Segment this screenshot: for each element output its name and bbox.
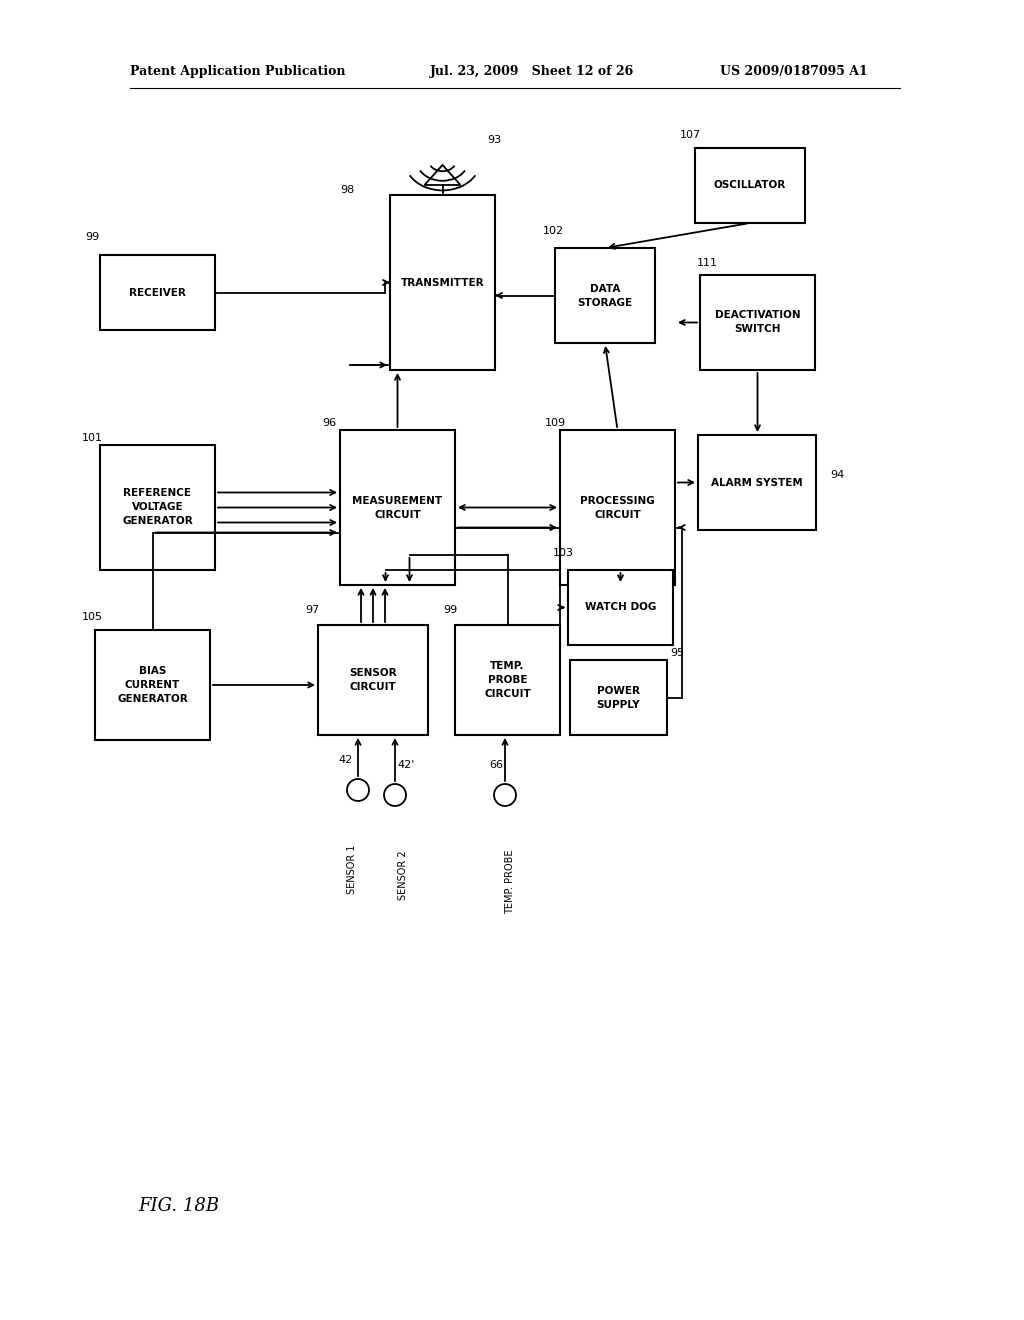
Bar bbox=[555, 248, 655, 343]
Text: 97: 97 bbox=[305, 605, 319, 615]
Text: CURRENT: CURRENT bbox=[125, 680, 180, 690]
Text: TEMP. PROBE: TEMP. PROBE bbox=[505, 850, 515, 915]
Text: 101: 101 bbox=[82, 433, 103, 444]
Text: 42': 42' bbox=[397, 760, 415, 770]
Text: REFERENCE: REFERENCE bbox=[124, 488, 191, 499]
Text: MEASUREMENT: MEASUREMENT bbox=[352, 495, 442, 506]
Text: 99: 99 bbox=[443, 605, 458, 615]
Text: VOLTAGE: VOLTAGE bbox=[132, 503, 183, 512]
Text: ALARM SYSTEM: ALARM SYSTEM bbox=[711, 478, 803, 487]
Text: POWER: POWER bbox=[597, 685, 640, 696]
Bar bbox=[700, 275, 815, 370]
Bar bbox=[695, 148, 805, 223]
Text: RECEIVER: RECEIVER bbox=[129, 288, 186, 297]
Text: 111: 111 bbox=[697, 257, 718, 268]
Text: DATA: DATA bbox=[590, 284, 621, 293]
Text: SUPPLY: SUPPLY bbox=[597, 700, 640, 710]
Text: DEACTIVATION: DEACTIVATION bbox=[715, 310, 801, 321]
Bar bbox=[95, 630, 210, 741]
Text: TRANSMITTER: TRANSMITTER bbox=[400, 277, 484, 288]
Text: 102: 102 bbox=[543, 226, 564, 236]
Text: TEMP.: TEMP. bbox=[490, 661, 524, 671]
Bar bbox=[318, 624, 428, 735]
Text: STORAGE: STORAGE bbox=[578, 297, 633, 308]
Bar bbox=[100, 445, 215, 570]
Text: 99: 99 bbox=[85, 232, 99, 242]
Text: 95: 95 bbox=[670, 648, 684, 657]
Text: 94: 94 bbox=[830, 470, 844, 480]
Text: 93: 93 bbox=[487, 135, 502, 145]
Text: 105: 105 bbox=[82, 612, 103, 622]
Text: CIRCUIT: CIRCUIT bbox=[594, 510, 641, 520]
Text: 66: 66 bbox=[489, 760, 503, 770]
Text: 109: 109 bbox=[545, 418, 566, 428]
Bar bbox=[560, 430, 675, 585]
Text: SWITCH: SWITCH bbox=[734, 325, 780, 334]
Bar bbox=[390, 195, 495, 370]
Text: WATCH DOG: WATCH DOG bbox=[585, 602, 656, 612]
Text: Patent Application Publication: Patent Application Publication bbox=[130, 66, 345, 78]
Text: 107: 107 bbox=[680, 129, 701, 140]
Text: Jul. 23, 2009   Sheet 12 of 26: Jul. 23, 2009 Sheet 12 of 26 bbox=[430, 66, 634, 78]
Bar bbox=[455, 624, 560, 735]
Text: CIRCUIT: CIRCUIT bbox=[484, 689, 530, 700]
Text: PROBE: PROBE bbox=[487, 675, 527, 685]
Text: SENSOR: SENSOR bbox=[349, 668, 397, 678]
Text: 96: 96 bbox=[322, 418, 336, 428]
Bar bbox=[570, 660, 667, 735]
Text: CIRCUIT: CIRCUIT bbox=[374, 510, 421, 520]
Text: 98: 98 bbox=[340, 185, 354, 195]
Text: PROCESSING: PROCESSING bbox=[581, 495, 655, 506]
Bar bbox=[100, 255, 215, 330]
Text: 103: 103 bbox=[553, 548, 574, 558]
Text: SENSOR 2: SENSOR 2 bbox=[398, 850, 408, 900]
Bar bbox=[698, 436, 816, 531]
Text: SENSOR 1: SENSOR 1 bbox=[347, 845, 357, 895]
Bar bbox=[340, 430, 455, 585]
Bar bbox=[568, 570, 673, 645]
Text: GENERATOR: GENERATOR bbox=[117, 694, 187, 704]
Text: CIRCUIT: CIRCUIT bbox=[349, 682, 396, 692]
Text: FIG. 18B: FIG. 18B bbox=[138, 1197, 219, 1214]
Text: US 2009/0187095 A1: US 2009/0187095 A1 bbox=[720, 66, 867, 78]
Text: OSCILLATOR: OSCILLATOR bbox=[714, 181, 786, 190]
Text: BIAS: BIAS bbox=[139, 667, 166, 676]
Text: 42: 42 bbox=[339, 755, 353, 766]
Text: GENERATOR: GENERATOR bbox=[122, 516, 193, 527]
